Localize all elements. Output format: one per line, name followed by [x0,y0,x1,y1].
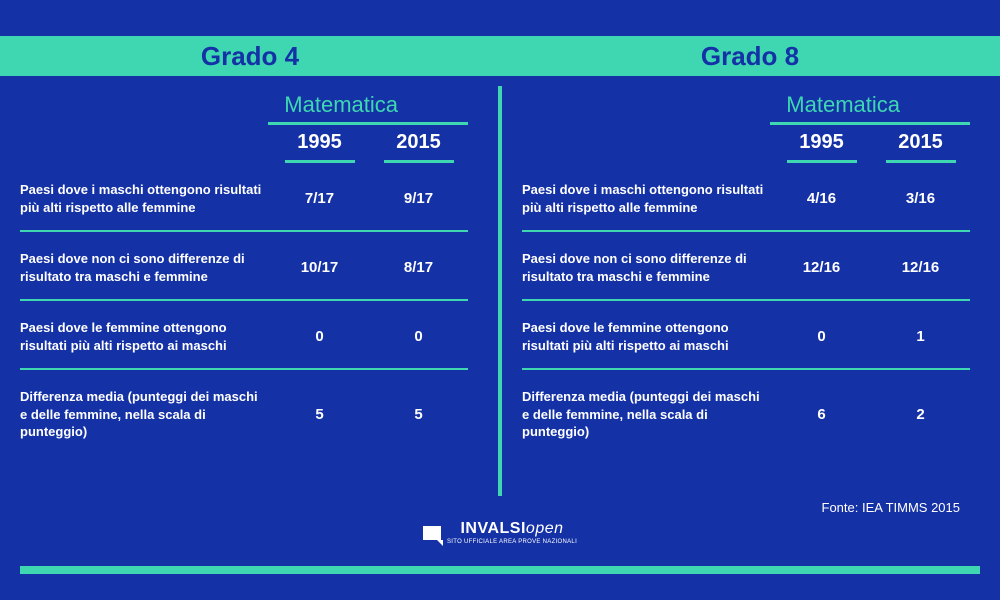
cell-value: 12/16 [871,259,970,276]
logo: INVALSIopen SITO UFFICIALE AREA PROVE NA… [0,520,1000,545]
year-2015: 2015 [871,131,970,154]
cell-value: 4/16 [772,190,871,207]
cell-value: 1 [871,328,970,345]
table-row: Paesi dove le femmine ottengono risultat… [20,319,468,354]
years-row: 1995 2015 [522,131,970,154]
header-grado4: Grado 4 [0,36,500,76]
logo-text: INVALSIopen [447,520,577,538]
year-1995: 1995 [772,131,871,154]
row-label: Paesi dove i maschi ottengono risultati … [522,181,772,216]
table-row: Paesi dove non ci sono differenze di ris… [522,250,970,285]
cell-value: 3/16 [871,190,970,207]
subject-underline [770,122,970,125]
cell-value: 5 [369,406,468,423]
panels-container: Matematica 1995 2015 Paesi dove i maschi… [0,86,1000,496]
row-label: Paesi dove i maschi ottengono risultati … [20,181,270,216]
row-label: Differenza media (punteggi dei maschi e … [20,388,270,441]
table-row: Differenza media (punteggi dei maschi e … [20,388,468,441]
years-underline [20,160,468,163]
cell-value: 8/17 [369,259,468,276]
source-text: Fonte: IEA TIMMS 2015 [822,500,961,515]
cell-value: 12/16 [772,259,871,276]
cell-value: 9/17 [369,190,468,207]
cell-value: 0 [772,328,871,345]
bottom-accent-bar [20,566,980,574]
row-label: Paesi dove non ci sono differenze di ris… [20,250,270,285]
cell-value: 2 [871,406,970,423]
cell-value: 0 [270,328,369,345]
cell-value: 0 [369,328,468,345]
header-grado8: Grado 8 [500,36,1000,76]
cell-value: 10/17 [270,259,369,276]
panel-grado4: Matematica 1995 2015 Paesi dove i maschi… [0,86,498,496]
years-underline [522,160,970,163]
row-label: Paesi dove le femmine ottengono risultat… [20,319,270,354]
table-row: Paesi dove non ci sono differenze di ris… [20,250,468,285]
table-row: Paesi dove i maschi ottengono risultati … [20,181,468,216]
subject-label: Matematica [20,92,468,118]
year-1995: 1995 [270,131,369,154]
year-2015: 2015 [369,131,468,154]
cell-value: 5 [270,406,369,423]
subject-label: Matematica [522,92,970,118]
row-label: Paesi dove non ci sono differenze di ris… [522,250,772,285]
panel-grado8: Matematica 1995 2015 Paesi dove i maschi… [502,86,1000,496]
header-bar: Grado 4 Grado 8 [0,36,1000,76]
cell-value: 7/17 [270,190,369,207]
table-row: Paesi dove le femmine ottengono risultat… [522,319,970,354]
row-label: Paesi dove le femmine ottengono risultat… [522,319,772,354]
logo-subtext: SITO UFFICIALE AREA PROVE NAZIONALI [447,539,577,545]
table-row: Differenza media (punteggi dei maschi e … [522,388,970,441]
table-row: Paesi dove i maschi ottengono risultati … [522,181,970,216]
row-label: Differenza media (punteggi dei maschi e … [522,388,772,441]
subject-underline [268,122,468,125]
years-row: 1995 2015 [20,131,468,154]
cell-value: 6 [772,406,871,423]
flag-icon [423,526,441,540]
infographic-canvas: Grado 4 Grado 8 Matematica 1995 2015 Pae… [0,0,1000,600]
